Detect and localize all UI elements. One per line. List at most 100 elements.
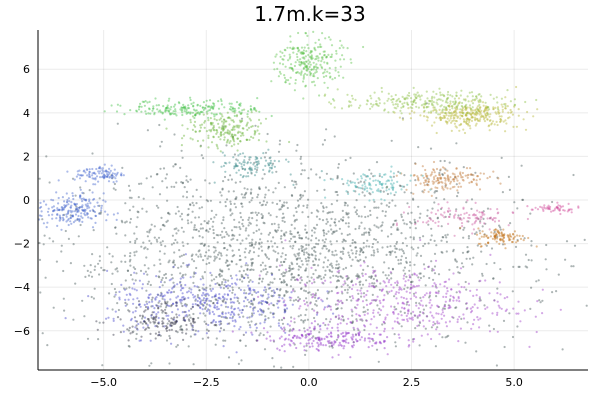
scatter-point bbox=[239, 102, 242, 105]
scatter-point bbox=[187, 263, 191, 266]
scatter-point bbox=[150, 313, 153, 316]
scatter-point bbox=[360, 247, 363, 251]
scatter-point bbox=[447, 90, 450, 94]
scatter-point bbox=[290, 273, 293, 276]
scatter-point bbox=[251, 303, 254, 306]
scatter-point bbox=[148, 293, 151, 297]
scatter-point bbox=[437, 182, 440, 185]
scatter-point bbox=[365, 319, 368, 322]
scatter-point bbox=[109, 175, 112, 178]
scatter-point bbox=[282, 58, 285, 61]
scatter-point bbox=[359, 180, 362, 183]
scatter-point bbox=[132, 298, 135, 301]
scatter-point bbox=[77, 235, 80, 238]
scatter-point bbox=[354, 246, 358, 249]
scatter-point bbox=[406, 300, 410, 303]
scatter-point bbox=[281, 58, 284, 61]
scatter-point bbox=[78, 177, 82, 180]
scatter-point bbox=[472, 323, 475, 326]
scatter-point bbox=[127, 184, 131, 187]
scatter-point bbox=[164, 300, 167, 303]
scatter-point bbox=[444, 101, 447, 104]
scatter-point bbox=[429, 100, 432, 103]
scatter-point bbox=[66, 212, 69, 215]
scatter-point bbox=[502, 120, 505, 123]
scatter-point bbox=[364, 310, 367, 313]
scatter-point bbox=[135, 237, 138, 240]
scatter-point bbox=[283, 74, 286, 77]
scatter-point bbox=[141, 315, 145, 318]
scatter-point bbox=[180, 287, 183, 290]
scatter-point bbox=[67, 209, 70, 212]
scatter-point bbox=[165, 220, 168, 223]
scatter-point bbox=[223, 293, 226, 296]
scatter-point bbox=[346, 233, 349, 237]
scatter-point bbox=[227, 132, 230, 135]
scatter-point bbox=[222, 121, 225, 124]
scatter-point bbox=[307, 215, 310, 218]
scatter-point bbox=[239, 140, 242, 143]
scatter-point bbox=[421, 174, 424, 177]
scatter-point bbox=[283, 201, 286, 204]
scatter-point bbox=[437, 98, 441, 101]
scatter-point bbox=[475, 231, 478, 234]
scatter-point bbox=[63, 205, 67, 209]
point-cluster-left-blue-upper bbox=[57, 163, 125, 186]
scatter-point bbox=[498, 232, 501, 235]
scatter-point bbox=[172, 165, 175, 168]
scatter-point bbox=[252, 288, 255, 291]
scatter-point bbox=[299, 64, 302, 67]
scatter-point bbox=[252, 268, 255, 271]
scatter-point bbox=[264, 164, 267, 167]
scatter-point bbox=[110, 261, 113, 264]
scatter-point bbox=[262, 327, 266, 330]
scatter-point bbox=[103, 110, 106, 113]
scatter-point bbox=[203, 243, 206, 246]
scatter-point bbox=[201, 227, 204, 230]
scatter-point bbox=[305, 64, 308, 67]
scatter-point bbox=[345, 213, 348, 216]
scatter-point bbox=[517, 114, 520, 117]
scatter-point bbox=[354, 333, 357, 336]
scatter-point bbox=[147, 112, 150, 115]
scatter-point bbox=[422, 235, 425, 238]
scatter-point bbox=[283, 76, 286, 79]
scatter-point bbox=[233, 202, 236, 205]
scatter-point bbox=[334, 69, 337, 72]
scatter-point bbox=[115, 232, 118, 235]
scatter-point bbox=[393, 305, 396, 308]
scatter-point bbox=[250, 264, 253, 267]
scatter-point bbox=[86, 337, 90, 340]
scatter-point bbox=[349, 180, 352, 183]
scatter-point bbox=[351, 321, 354, 325]
scatter-point bbox=[340, 290, 343, 293]
scatter-point bbox=[226, 287, 230, 290]
scatter-point bbox=[361, 319, 364, 322]
scatter-point bbox=[343, 239, 346, 242]
scatter-point bbox=[294, 206, 297, 210]
scatter-point bbox=[314, 246, 317, 249]
scatter-point bbox=[258, 118, 261, 121]
scatter-point bbox=[91, 174, 94, 177]
scatter-point bbox=[300, 334, 303, 337]
scatter-point bbox=[463, 131, 467, 135]
scatter-point bbox=[283, 299, 286, 302]
scatter-point bbox=[71, 192, 74, 195]
scatter-point bbox=[289, 66, 292, 69]
scatter-point bbox=[216, 241, 219, 244]
scatter-point bbox=[250, 258, 253, 261]
scatter-point bbox=[256, 163, 259, 166]
scatter-point bbox=[234, 319, 237, 322]
scatter-point bbox=[240, 273, 243, 277]
scatter-point bbox=[87, 274, 91, 277]
scatter-point bbox=[201, 308, 204, 311]
scatter-point bbox=[71, 215, 75, 218]
scatter-point bbox=[383, 109, 386, 112]
scatter-point bbox=[296, 262, 299, 265]
scatter-point bbox=[220, 222, 223, 225]
scatter-point bbox=[352, 326, 355, 329]
scatter-point bbox=[311, 254, 314, 257]
scatter-point bbox=[163, 298, 166, 301]
scatter-point bbox=[249, 108, 252, 111]
scatter-point bbox=[286, 323, 289, 326]
